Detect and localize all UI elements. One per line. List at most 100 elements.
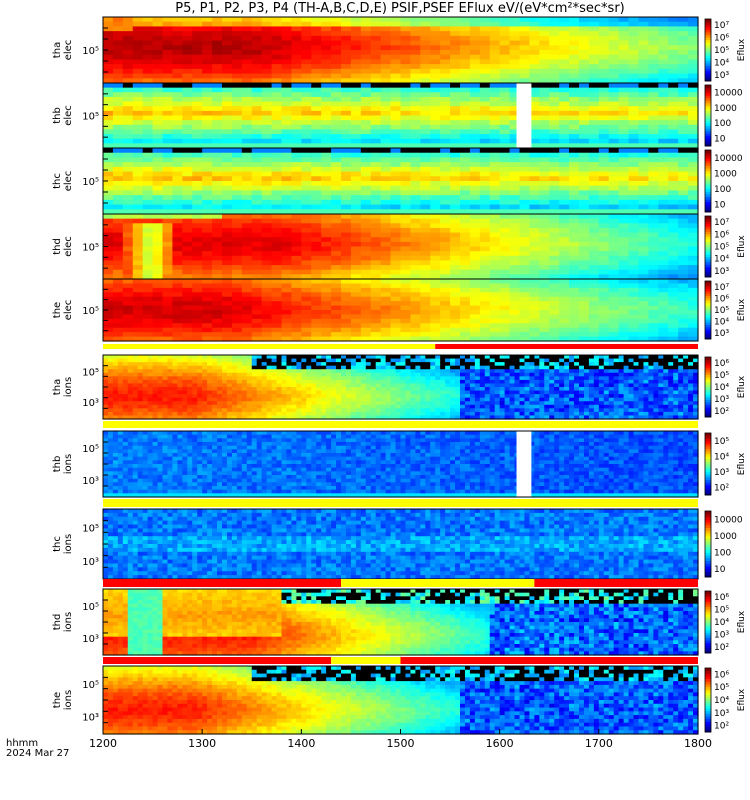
heatmap-cell xyxy=(217,411,223,417)
heatmap-cell xyxy=(688,78,699,84)
heatmap-cell xyxy=(207,369,213,374)
heatmap-cell xyxy=(281,283,293,289)
heatmap-cell xyxy=(217,390,223,395)
heatmap-cell xyxy=(182,241,193,248)
heatmap-cell xyxy=(360,287,372,293)
heatmap-cell xyxy=(430,120,441,126)
heatmap-cell xyxy=(251,87,263,93)
heatmap-cell xyxy=(658,185,669,192)
heatmap-cell xyxy=(569,162,580,168)
heatmap-cell xyxy=(549,265,560,271)
heatmap-cell xyxy=(152,162,164,168)
heatmap-cell xyxy=(222,369,228,374)
heatmap-cell xyxy=(132,397,139,402)
heatmap-cell xyxy=(608,323,620,329)
heatmap-cell xyxy=(430,166,441,173)
heatmap-cell xyxy=(509,274,521,280)
heatmap-cell xyxy=(420,78,431,84)
heatmap-cell xyxy=(122,362,129,367)
y-tick-label: 10⁵ xyxy=(82,243,99,254)
heatmap-cell xyxy=(226,355,233,360)
heatmap-cell xyxy=(281,171,293,177)
heatmap-cell xyxy=(256,404,263,409)
heatmap-cell xyxy=(182,305,193,311)
colorbar-segment xyxy=(705,300,711,304)
heatmap-cell xyxy=(172,227,183,234)
heatmap-cell xyxy=(450,73,461,79)
heatmap-cell xyxy=(311,305,322,311)
heatmap-cell xyxy=(142,279,154,285)
heatmap-cell xyxy=(598,143,610,149)
heatmap-cell xyxy=(202,358,208,363)
heatmap-cell xyxy=(341,162,352,168)
heatmap-cell xyxy=(127,394,134,399)
heatmap-cell xyxy=(509,287,521,293)
colorbar-segment xyxy=(705,73,711,77)
heatmap-cell xyxy=(152,181,164,187)
heatmap-cell xyxy=(251,181,263,187)
heatmap-cell xyxy=(192,115,203,121)
heatmap-cell xyxy=(241,358,248,363)
heatmap-cell xyxy=(271,279,283,285)
heatmap-cell xyxy=(469,176,481,182)
heatmap-cell xyxy=(162,365,169,370)
heatmap-cell xyxy=(430,232,441,238)
heatmap-cell xyxy=(331,143,342,149)
heatmap-cell xyxy=(430,59,441,65)
heatmap-cell xyxy=(539,204,550,210)
heatmap-cell xyxy=(648,269,659,275)
colorbar-tick-label: 10⁷ xyxy=(714,21,729,31)
heatmap-cell xyxy=(678,204,689,210)
heatmap-cell xyxy=(103,362,109,367)
heatmap-cell xyxy=(370,35,382,42)
heatmap-cell xyxy=(539,171,550,177)
heatmap-cell xyxy=(281,87,293,93)
heatmap-cell xyxy=(410,269,421,275)
heatmap-cell xyxy=(212,176,223,182)
heatmap-cell xyxy=(177,372,183,377)
heatmap-cell xyxy=(489,83,501,89)
heatmap-cell xyxy=(390,106,402,112)
heatmap-cell xyxy=(222,209,233,215)
heatmap-cell xyxy=(291,59,302,65)
heatmap-cell xyxy=(192,404,198,409)
heatmap-cell xyxy=(103,101,114,107)
heatmap-cell xyxy=(142,411,149,417)
heatmap-cell xyxy=(420,260,431,266)
heatmap-cell xyxy=(628,310,640,316)
heatmap-cell xyxy=(202,332,213,338)
heatmap-cell xyxy=(668,185,679,192)
heatmap-cell xyxy=(236,411,243,417)
heatmap-cell xyxy=(182,115,193,121)
heatmap-cell xyxy=(212,185,223,192)
heatmap-cell xyxy=(608,45,620,51)
heatmap-cell xyxy=(638,310,650,316)
heatmap-cell xyxy=(420,26,431,32)
heatmap-cell xyxy=(469,190,481,196)
heatmap-cell xyxy=(301,287,312,293)
heatmap-cell xyxy=(192,176,203,182)
heatmap-cell xyxy=(162,83,174,89)
heatmap-cell xyxy=(628,190,640,196)
heatmap-cell xyxy=(202,305,213,311)
heatmap-cell xyxy=(187,390,193,395)
heatmap-cell xyxy=(638,223,650,229)
heatmap-cell xyxy=(360,26,372,32)
heatmap-cell xyxy=(271,120,283,126)
heatmap-cell xyxy=(559,59,570,65)
heatmap-cell xyxy=(152,129,164,135)
heatmap-cell xyxy=(350,214,362,220)
heatmap-cell xyxy=(341,73,352,79)
heatmap-cell xyxy=(370,148,382,154)
heatmap-cell xyxy=(588,323,600,329)
heatmap-cell xyxy=(628,176,640,182)
heatmap-cell xyxy=(341,166,352,173)
heatmap-cell xyxy=(291,305,302,311)
heatmap-cell xyxy=(668,143,679,149)
heatmap-cell xyxy=(509,237,521,243)
heatmap-cell xyxy=(360,314,372,320)
heatmap-cell xyxy=(440,287,451,293)
heatmap-cell xyxy=(380,96,392,103)
heatmap-cell xyxy=(202,110,213,117)
heatmap-cell xyxy=(479,59,491,65)
